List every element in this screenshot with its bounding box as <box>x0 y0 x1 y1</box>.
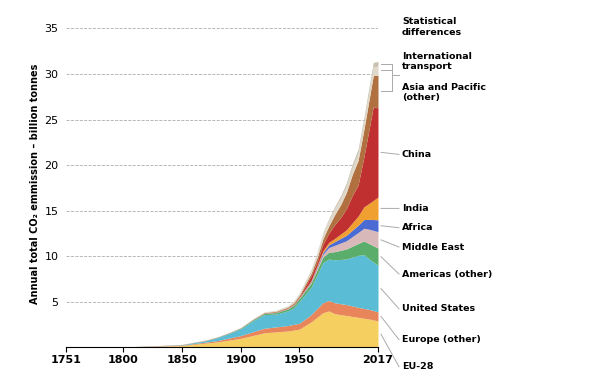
Text: Americas (other): Americas (other) <box>402 269 493 279</box>
Text: India: India <box>402 204 428 213</box>
Text: EU-28: EU-28 <box>402 362 433 371</box>
Text: United States: United States <box>402 304 475 313</box>
Text: Statistical
differences: Statistical differences <box>402 17 462 37</box>
Text: International
transport: International transport <box>402 52 472 71</box>
Text: Middle East: Middle East <box>402 242 464 252</box>
Y-axis label: Annual total CO₂ emmission – billion tonnes: Annual total CO₂ emmission – billion ton… <box>30 63 40 303</box>
Text: Africa: Africa <box>402 223 433 232</box>
Text: Europe (other): Europe (other) <box>402 335 481 344</box>
Text: Asia and Pacific
(other): Asia and Pacific (other) <box>402 83 486 102</box>
Text: China: China <box>402 150 432 159</box>
